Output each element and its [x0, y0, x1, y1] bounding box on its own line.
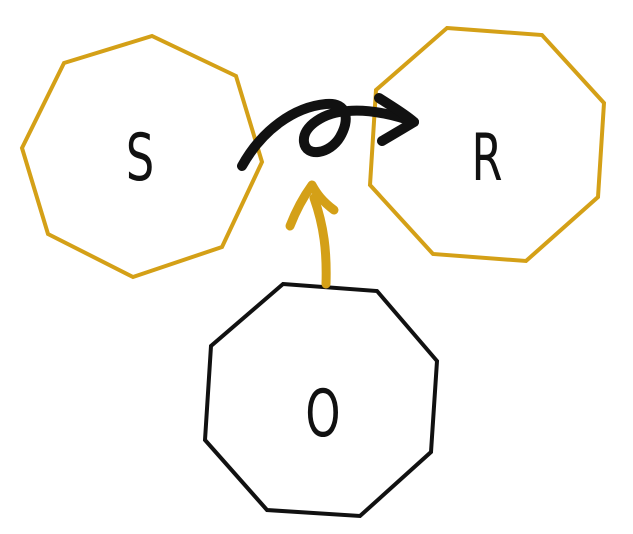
node-o-octagon: [202, 281, 440, 519]
node-s-label: S: [126, 121, 154, 197]
node-s: S: [19, 33, 265, 280]
arrow-s-r-head: [374, 93, 419, 146]
arrow-o-to-sr: [285, 180, 339, 289]
arrow-o-head: [285, 180, 339, 231]
arrow-s-to-r: [237, 93, 419, 171]
node-r-octagon: [367, 25, 607, 264]
node-o-label: O: [305, 377, 340, 453]
arrow-o-shaft: [309, 193, 331, 289]
node-r: R: [367, 25, 607, 264]
arrow-s-r-shaft: [237, 98, 419, 171]
node-r-label: R: [471, 121, 502, 197]
node-s-octagon: [19, 33, 265, 280]
node-o: O: [202, 281, 440, 519]
